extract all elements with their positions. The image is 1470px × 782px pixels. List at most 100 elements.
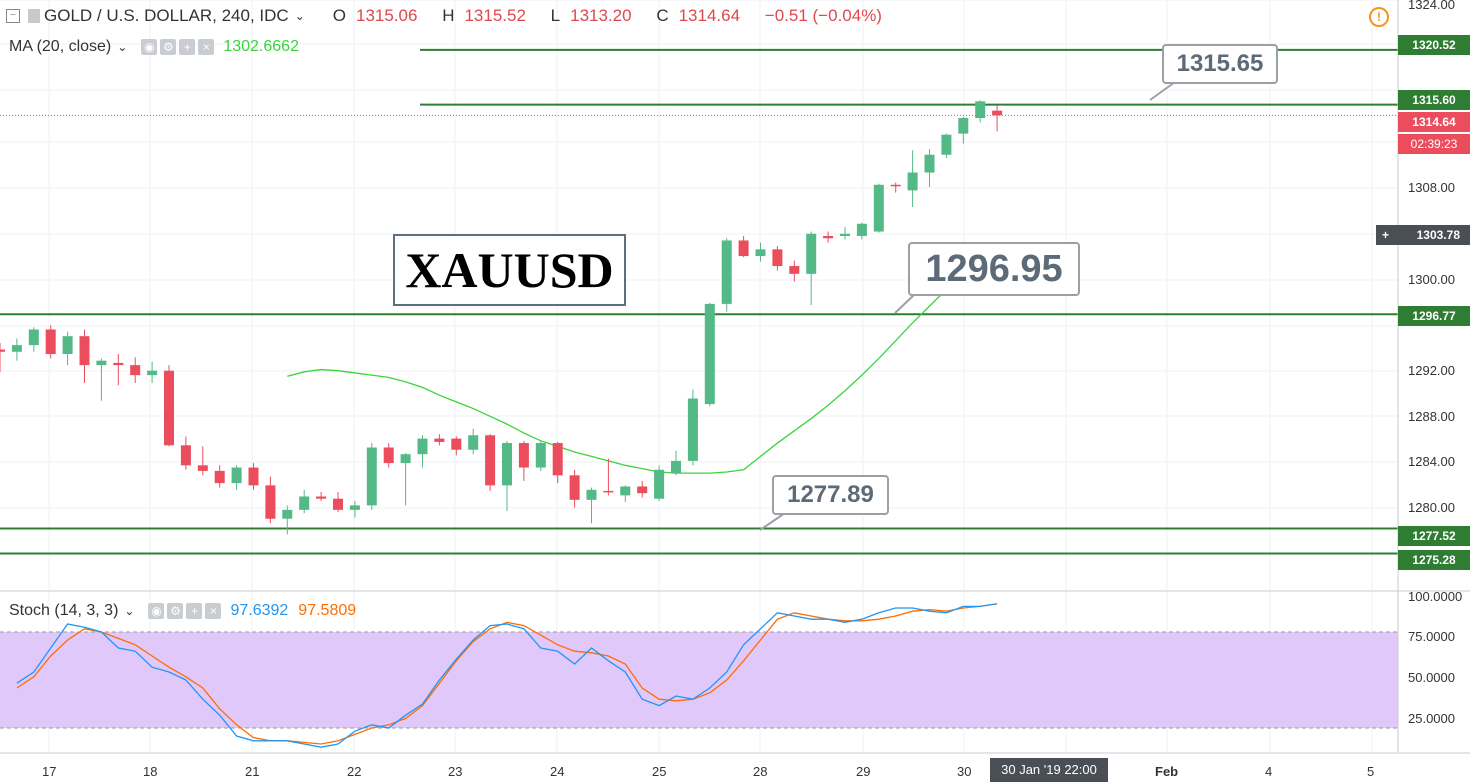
symbol-header[interactable]: − GOLD / U.S. DOLLAR, 240, IDC ⌄ O 1315.0… (6, 6, 892, 26)
candle-body (147, 370, 158, 376)
callout-1315[interactable]: 1315.65 (1162, 44, 1278, 84)
candle-body (637, 486, 648, 494)
candle-body (130, 365, 141, 376)
candle-body (164, 370, 174, 446)
candle-body (180, 445, 191, 466)
level-badge: 1296.77 (1398, 306, 1470, 326)
level-badge: 1275.28 (1398, 550, 1470, 570)
time-tick: 18 (143, 764, 158, 779)
level-badge: 1315.60 (1398, 90, 1470, 110)
time-tick: 17 (42, 764, 57, 779)
candle-body (485, 435, 496, 486)
candle-body (265, 485, 276, 519)
alert-icon[interactable]: ! (1369, 7, 1389, 27)
candle-body (704, 303, 715, 405)
candle-body (248, 467, 259, 486)
plus-icon[interactable]: + (179, 39, 196, 55)
last-price-badge: 1314.64 (1398, 112, 1470, 132)
candle-body (840, 233, 850, 236)
time-cursor-badge: 30 Jan '19 22:00 (990, 758, 1108, 782)
ma-20-line (287, 248, 998, 474)
ma-line (287, 248, 998, 474)
candle-body (687, 398, 698, 461)
stoch-lines (16, 603, 998, 748)
time-tick: 21 (245, 764, 260, 779)
candle-body (282, 509, 293, 519)
stoch-tick: 100.0000 (1408, 589, 1463, 604)
candle-body (873, 184, 884, 232)
candle-body (603, 490, 614, 493)
candle-body (738, 240, 749, 257)
symbol-title[interactable]: GOLD / U.S. DOLLAR, 240, IDC (44, 6, 289, 25)
candle-body (856, 223, 867, 236)
chevron-down-icon[interactable]: ⌄ (117, 40, 128, 54)
level-badge: 1277.52 (1398, 526, 1470, 546)
candle-body (316, 496, 327, 499)
candle-body (721, 240, 732, 304)
time-tick: 30 (957, 764, 972, 779)
price-tick: 1300.00 (1408, 272, 1455, 287)
eye-icon[interactable]: ◉ (148, 603, 165, 619)
stoch-band (0, 631, 1398, 729)
candle-body (383, 447, 394, 464)
stoch-k-value: 97.6392 (230, 602, 289, 619)
collapse-icon[interactable]: − (6, 9, 20, 23)
overbought-band (0, 632, 1398, 728)
horizontal-levels (0, 48, 1398, 555)
stoch-k-line (16, 603, 998, 748)
candle-body (502, 443, 512, 486)
close-icon[interactable]: × (205, 603, 222, 619)
eye-icon[interactable]: ◉ (141, 39, 158, 55)
chevron-down-icon[interactable]: ⌄ (124, 604, 135, 618)
time-tick: 22 (347, 764, 362, 779)
chevron-down-icon[interactable]: ⌄ (294, 9, 305, 23)
callout-pointer (759, 512, 786, 531)
candle-body (671, 460, 681, 474)
candle-body (451, 438, 462, 450)
candle-body (958, 118, 969, 134)
time-tick: 23 (448, 764, 463, 779)
candle-body (79, 336, 90, 366)
close-icon[interactable]: × (198, 39, 215, 55)
candle-body (789, 266, 800, 274)
callout-1296[interactable]: 1296.95 (908, 242, 1080, 296)
candle-body (468, 435, 479, 450)
candle-body (907, 172, 918, 191)
stoch-tick: 25.0000 (1408, 711, 1455, 726)
callout-1277[interactable]: 1277.89 (772, 475, 889, 515)
time-tick: 4 (1265, 764, 1273, 779)
gear-icon[interactable]: ⚙ (167, 603, 184, 619)
ma-legend[interactable]: MA (20, close) ⌄ ◉ ⚙ + × 1302.6662 (9, 38, 299, 56)
symbol-text-box[interactable]: XAUUSD (393, 234, 626, 306)
candle-body (28, 329, 39, 346)
candle-body (113, 362, 124, 366)
candle-body (96, 360, 107, 366)
candle-body (518, 443, 529, 468)
candle-body (400, 454, 411, 464)
candle-body (299, 496, 310, 510)
candle-body (366, 447, 377, 506)
candle-body (0, 349, 5, 352)
candles (0, 100, 1003, 535)
plus-icon[interactable]: + (186, 603, 203, 619)
time-tick: Feb (1155, 764, 1179, 779)
candle-body (417, 438, 428, 455)
stoch-legend[interactable]: Stoch (14, 3, 3) ⌄ ◉ ⚙ + × 97.6392 97.58… (9, 602, 356, 620)
price-tick: 1284.00 (1408, 454, 1455, 469)
time-tick: 5 (1367, 764, 1375, 779)
candle-body (214, 470, 225, 484)
price-tick: 1324.00 (1408, 0, 1455, 12)
low-value: 1313.20 (570, 6, 632, 25)
candle-body (924, 154, 935, 173)
stoch-label[interactable]: Stoch (14, 3, 3) (9, 602, 119, 619)
crosshair-plus-icon: + (1382, 228, 1390, 242)
candle-body (941, 134, 952, 155)
candle-body (349, 505, 360, 510)
open-value: 1315.06 (356, 6, 418, 25)
price-tick: 1288.00 (1408, 409, 1455, 424)
flag-icon (28, 9, 40, 23)
candle-body (197, 465, 208, 471)
ma-label[interactable]: MA (20, close) (9, 38, 112, 55)
gear-icon[interactable]: ⚙ (160, 39, 177, 55)
